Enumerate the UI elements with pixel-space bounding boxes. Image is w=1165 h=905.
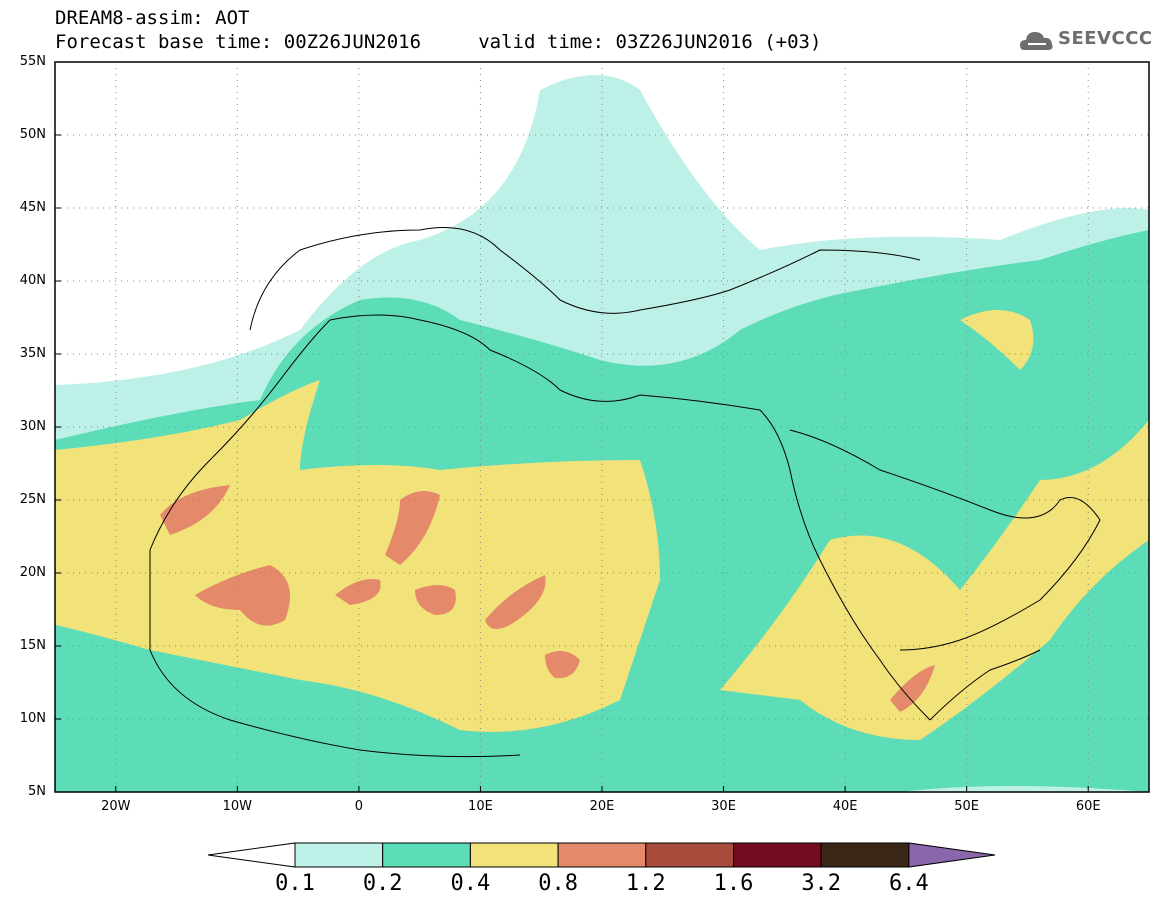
latitude-label: 5N — [28, 784, 46, 799]
colorbar-swatch — [469, 842, 559, 868]
aot-level-0.4-region — [960, 310, 1034, 370]
aot-level-0.8-region — [160, 485, 230, 535]
cloud-logo-icon — [1020, 32, 1053, 50]
forecast-time-subtitle: Forecast base time: 00Z26JUN2016 valid t… — [55, 31, 822, 53]
longitude-label: 40E — [832, 799, 858, 814]
colorbar-arrow-low — [207, 842, 296, 868]
coastline-horn — [929, 649, 1041, 721]
longitude-label: 10W — [222, 799, 253, 814]
longitude-label: 20W — [101, 799, 131, 814]
colorbar-swatch — [382, 842, 471, 868]
aot-contour-layer — [55, 62, 1149, 792]
latitude-label: 20N — [19, 565, 46, 580]
colorbar-label: 0.8 — [538, 871, 578, 896]
aot-level-0.8-region — [335, 579, 381, 605]
latitude-label: 55N — [19, 54, 46, 69]
aot-level-0.8-region — [890, 665, 935, 712]
map-title: DREAM8-assim: AOT — [55, 7, 250, 29]
colorbar-label: 0.4 — [450, 871, 491, 896]
aot-level-0.8-region — [195, 565, 290, 626]
longitude-label: 30E — [711, 799, 736, 814]
colorbar — [207, 842, 996, 868]
coastline-arabia — [789, 429, 1101, 651]
colorbar-label: 6.4 — [889, 871, 929, 896]
latitude-label: 30N — [19, 419, 46, 434]
aot-level-0.4-region — [55, 380, 660, 732]
colorbar-swatch — [733, 842, 822, 868]
aot-level-0.8-region — [385, 491, 440, 565]
colorbar-swatch — [557, 842, 647, 868]
latitude-label: 45N — [19, 200, 46, 215]
aot-level-0.8-region — [415, 585, 456, 615]
colorbar-label: 0.2 — [362, 871, 403, 896]
coastlines — [149, 227, 1101, 758]
logo-text: SEEVCCC — [1058, 28, 1153, 49]
colorbar-label: 1.6 — [713, 871, 754, 896]
colorbar-label: 3.2 — [801, 871, 842, 896]
coastline-europe — [249, 227, 921, 331]
longitude-label: 60E — [1075, 799, 1101, 814]
latitude-label: 25N — [19, 492, 46, 507]
aot-level-0.8-region — [485, 575, 546, 629]
longitude-label: 0 — [354, 799, 364, 814]
axis-ticks — [55, 61, 1089, 793]
coastline-north-africa — [149, 314, 931, 721]
latitude-label: 35N — [19, 346, 46, 361]
longitude-label: 20E — [589, 799, 615, 814]
colorbar-arrow-high — [908, 842, 996, 868]
coastline-west-africa — [149, 549, 521, 758]
latitude-label: 50N — [19, 127, 46, 142]
aot-level-0.8-region — [545, 651, 580, 679]
colorbar-swatch — [645, 842, 734, 868]
colorbar-label: 0.1 — [275, 871, 315, 896]
latitude-label: 15N — [19, 638, 46, 653]
latitude-label: 10N — [19, 711, 46, 726]
longitude-label: 10E — [468, 799, 493, 814]
aot-level-0.4-region — [720, 420, 1149, 740]
colorbar-swatch — [294, 842, 384, 868]
colorbar-swatch — [820, 842, 910, 868]
latitude-label: 40N — [19, 273, 46, 288]
longitude-label: 50E — [954, 799, 980, 814]
colorbar-label: 1.2 — [625, 871, 666, 896]
